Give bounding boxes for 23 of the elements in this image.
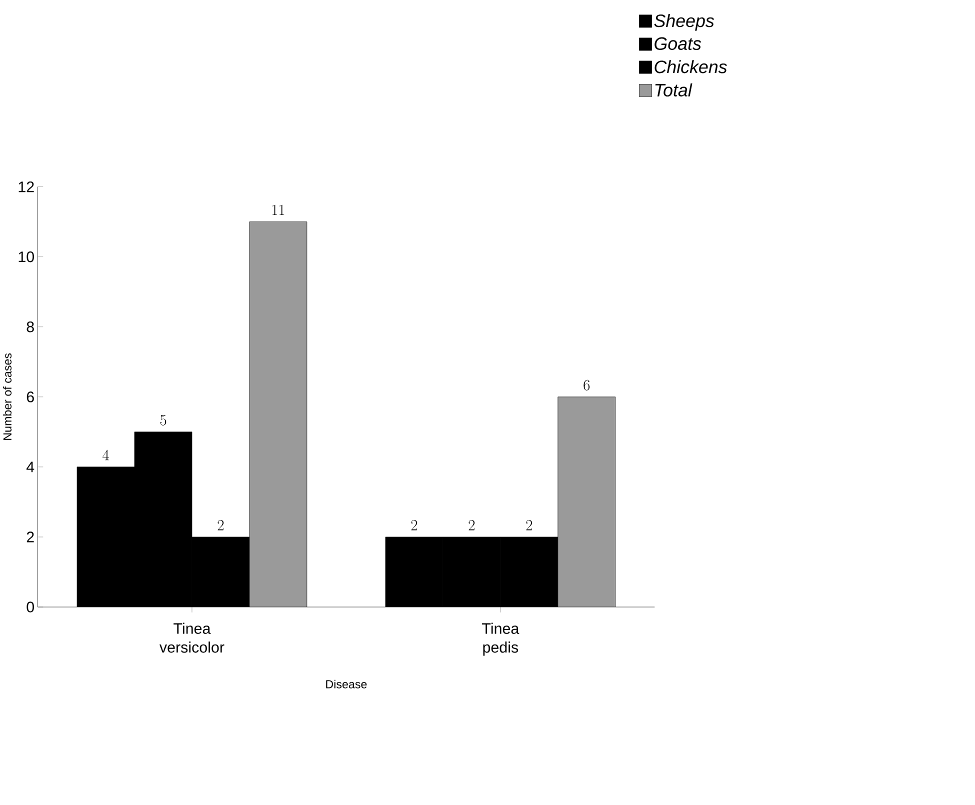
y-tick-label: 2	[26, 532, 34, 542]
x-tick-label: Tinea versicolor	[159, 622, 224, 653]
y-tick-label: 10	[18, 252, 34, 262]
y-tick-label: 12	[18, 182, 34, 192]
data-label: 2	[468, 520, 475, 530]
legend-label: Total	[655, 84, 692, 97]
data-label: 2	[526, 520, 532, 530]
y-tick-label: 0	[26, 602, 34, 613]
legend-label: Sheeps	[654, 14, 714, 31]
data-label: 2	[218, 520, 224, 530]
data-label: 4	[102, 450, 109, 460]
x-axis-title: Disease	[326, 680, 367, 689]
data-label: 11	[272, 205, 284, 216]
data-label: 6	[584, 380, 590, 391]
y-tick-label: 8	[26, 322, 34, 332]
data-label: 2	[411, 520, 418, 530]
y-tick-label: 4	[26, 462, 34, 472]
y-tick-label: 6	[26, 392, 34, 402]
legend-label: Chickens	[654, 60, 727, 74]
y-axis-title: Number of cases	[2, 354, 12, 440]
legend-label: Goats	[654, 38, 702, 50]
data-label: 5	[160, 415, 166, 426]
x-tick-label: Tinea pedis	[482, 622, 520, 656]
